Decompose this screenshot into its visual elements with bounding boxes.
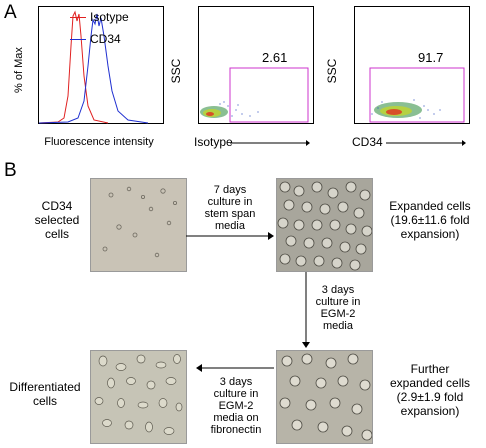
isotype-gate [229, 67, 309, 123]
cd34-histogram-curve [38, 13, 149, 124]
step3-text: 3 days culture in EGM-2 media on fibrone… [210, 376, 262, 436]
scatter-cd34-axes [354, 6, 470, 124]
scatter-isotype-xlabel: Isotype [194, 135, 233, 149]
scatter-isotype-plot: SSC 2.61 Isotype [169, 6, 320, 149]
further-expanded-text: Further expanded cells (2.9±1.9 fold exp… [389, 362, 471, 418]
histogram-xlabel: Fluorescence intensity [44, 136, 154, 148]
further-expanded-cells-photo [276, 350, 373, 444]
scatter-isotype-arrow [230, 140, 310, 146]
scatter-cd34-xlabel: CD34 [352, 135, 383, 149]
expanded-cells-photo [276, 178, 373, 272]
scatter-cd34-arrow [386, 140, 466, 146]
legend-isotype-swatch [70, 17, 86, 18]
step3-arrow [196, 364, 274, 372]
histogram-ylabel: % of Max [13, 47, 25, 93]
cd34-gate [369, 67, 465, 123]
step2-text: 3 days culture in EGM-2 media [315, 284, 361, 332]
isotype-histogram-curve [38, 10, 109, 124]
cd34-selected-cells-photo [90, 178, 187, 272]
cd34-selected-text: CD34 selected cells [34, 199, 80, 241]
legend-cd34-label: CD34 [90, 32, 121, 46]
legend-isotype-label: Isotype [90, 10, 129, 24]
step1-arrow [186, 232, 274, 240]
scatter-cd34-plot: SSC 91.7 CD34 [325, 6, 476, 149]
panel-a-letter: A [4, 2, 17, 23]
differentiated-cells-photo [90, 350, 187, 444]
panel-b-letter: B [4, 160, 17, 181]
expanded-cells-text: Expanded cells (19.6±11.6 fold expansion… [389, 199, 471, 241]
scatter-cd34-ylabel: SSC [325, 58, 339, 84]
histogram-plot: % of Max Isotype CD34 Fluorescence inten… [13, 6, 164, 148]
step2-arrow [302, 272, 310, 348]
cd34-gate-value: 91.7 [418, 50, 444, 65]
scatter-isotype-axes [198, 6, 314, 124]
isotype-gate-value: 2.61 [262, 50, 288, 65]
scatter-isotype-ylabel: SSC [169, 58, 183, 84]
step1-text: 7 days culture in stem span media [204, 184, 256, 232]
histogram-axes [38, 6, 164, 124]
legend-cd34-swatch [70, 39, 86, 40]
differentiated-cells-text: Differentiated cells [9, 380, 81, 408]
